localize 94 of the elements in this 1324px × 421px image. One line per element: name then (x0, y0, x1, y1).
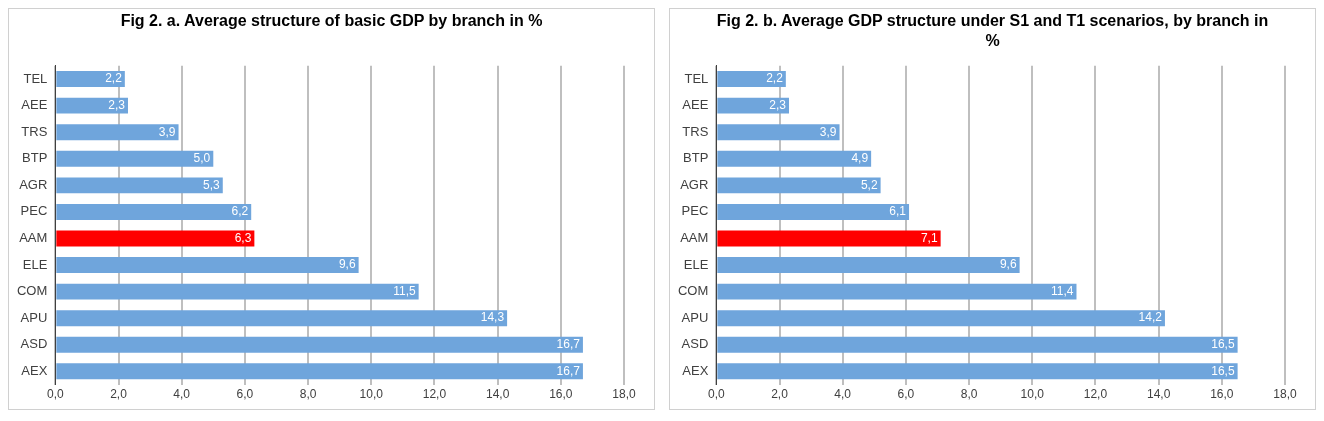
x-tick-label: 16,0 (1210, 387, 1234, 402)
x-tick-label: 18,0 (612, 387, 636, 402)
bar (717, 124, 840, 141)
y-tick-label: AEE (682, 97, 709, 113)
y-tick-label: PEC (20, 203, 48, 219)
y-tick-label: TEL (684, 70, 709, 86)
data-label: 6,2 (231, 204, 249, 219)
y-tick-label: AGR (19, 176, 48, 192)
y-tick-label: AAM (19, 230, 48, 246)
bar (717, 310, 1165, 327)
bar (56, 97, 128, 114)
y-tick-label: ELE (22, 256, 48, 272)
bar (717, 230, 941, 247)
data-label: 16,5 (1211, 337, 1235, 352)
data-label: 2,3 (108, 97, 126, 112)
x-tick-label: 10,0 (359, 387, 384, 402)
x-tick-label: 18,0 (1273, 387, 1297, 402)
y-tick-label: ASD (20, 336, 48, 352)
data-label: 11,5 (393, 283, 416, 298)
y-tick-label: AEE (21, 97, 48, 113)
bar (717, 257, 1020, 274)
x-tick-label: 4,0 (173, 387, 191, 402)
bar (717, 283, 1077, 300)
bar (717, 150, 872, 167)
bar (717, 203, 910, 220)
chart-title: Fig 2. b. Average GDP structure under S1 and T1 scenarios, by branch in % (715, 11, 1270, 51)
x-tick-label: 12,0 (422, 387, 447, 402)
x-tick-label: 8,0 (960, 387, 978, 402)
x-tick-label: 14,0 (485, 387, 510, 402)
y-tick-label: TRS (21, 123, 48, 139)
y-tick-label: BTP (683, 150, 709, 166)
x-tick-label: 10,0 (1020, 387, 1045, 402)
x-tick-label: 16,0 (549, 387, 573, 402)
data-label: 3,9 (819, 124, 837, 139)
x-tick-label: 12,0 (1083, 387, 1108, 402)
y-tick-label: COM (677, 283, 709, 299)
x-tick-label: 8,0 (299, 387, 317, 402)
data-label: 3,9 (158, 124, 176, 139)
y-tick-label: BTP (22, 150, 48, 166)
data-label: 2,3 (769, 97, 787, 112)
data-label: 5,0 (193, 151, 211, 166)
data-label: 6,3 (234, 230, 252, 245)
bar (56, 203, 252, 220)
data-label: 2,2 (105, 71, 123, 86)
data-label: 16,7 (556, 337, 581, 352)
data-label: 5,3 (203, 177, 221, 192)
x-tick-label: 0,0 (707, 387, 725, 402)
y-tick-label: COM (16, 283, 48, 299)
bar (717, 177, 881, 194)
y-tick-label: ASD (681, 336, 709, 352)
data-label: 6,1 (889, 204, 907, 219)
y-tick-label: APU (20, 309, 48, 325)
y-tick-label: AAM (680, 230, 709, 246)
data-label: 9,6 (338, 257, 356, 272)
data-label: 11,4 (1051, 283, 1074, 298)
data-label: 14,2 (1138, 310, 1163, 325)
x-tick-label: 6,0 (236, 387, 254, 402)
data-label: 9,6 (999, 257, 1017, 272)
y-tick-label: ELE (683, 256, 709, 272)
x-tick-label: 2,0 (110, 387, 128, 402)
bar (56, 310, 508, 327)
bar (717, 363, 1238, 380)
bar (717, 97, 789, 114)
y-tick-label: TEL (23, 70, 48, 86)
y-tick-label: PEC (681, 203, 709, 219)
data-label: 7,1 (920, 230, 938, 245)
y-tick-label: AEX (21, 362, 48, 378)
bar (56, 230, 255, 247)
y-tick-label: TRS (682, 123, 709, 139)
y-tick-label: AEX (682, 362, 709, 378)
bar (56, 124, 179, 141)
x-tick-label: 4,0 (834, 387, 852, 402)
data-label: 16,5 (1211, 363, 1235, 378)
bar (56, 150, 214, 167)
x-tick-label: 6,0 (897, 387, 915, 402)
bar (56, 71, 125, 88)
x-tick-label: 2,0 (771, 387, 789, 402)
data-label: 4,9 (851, 151, 869, 166)
bar (56, 257, 359, 274)
bar (56, 336, 583, 353)
bar (717, 336, 1238, 353)
y-tick-label: APU (681, 309, 709, 325)
data-label: 14,3 (480, 310, 505, 325)
data-label: 2,2 (766, 71, 784, 86)
bar (56, 283, 419, 300)
data-label: 16,7 (556, 363, 581, 378)
y-tick-label: AGR (680, 176, 709, 192)
bar (717, 71, 786, 88)
data-label: 5,2 (860, 177, 878, 192)
bar (56, 363, 583, 380)
bar (56, 177, 223, 194)
chart-title: Fig 2. a. Average structure of basic GDP by branch in % (119, 11, 544, 31)
x-tick-label: 14,0 (1146, 387, 1171, 402)
x-tick-label: 0,0 (46, 387, 64, 402)
